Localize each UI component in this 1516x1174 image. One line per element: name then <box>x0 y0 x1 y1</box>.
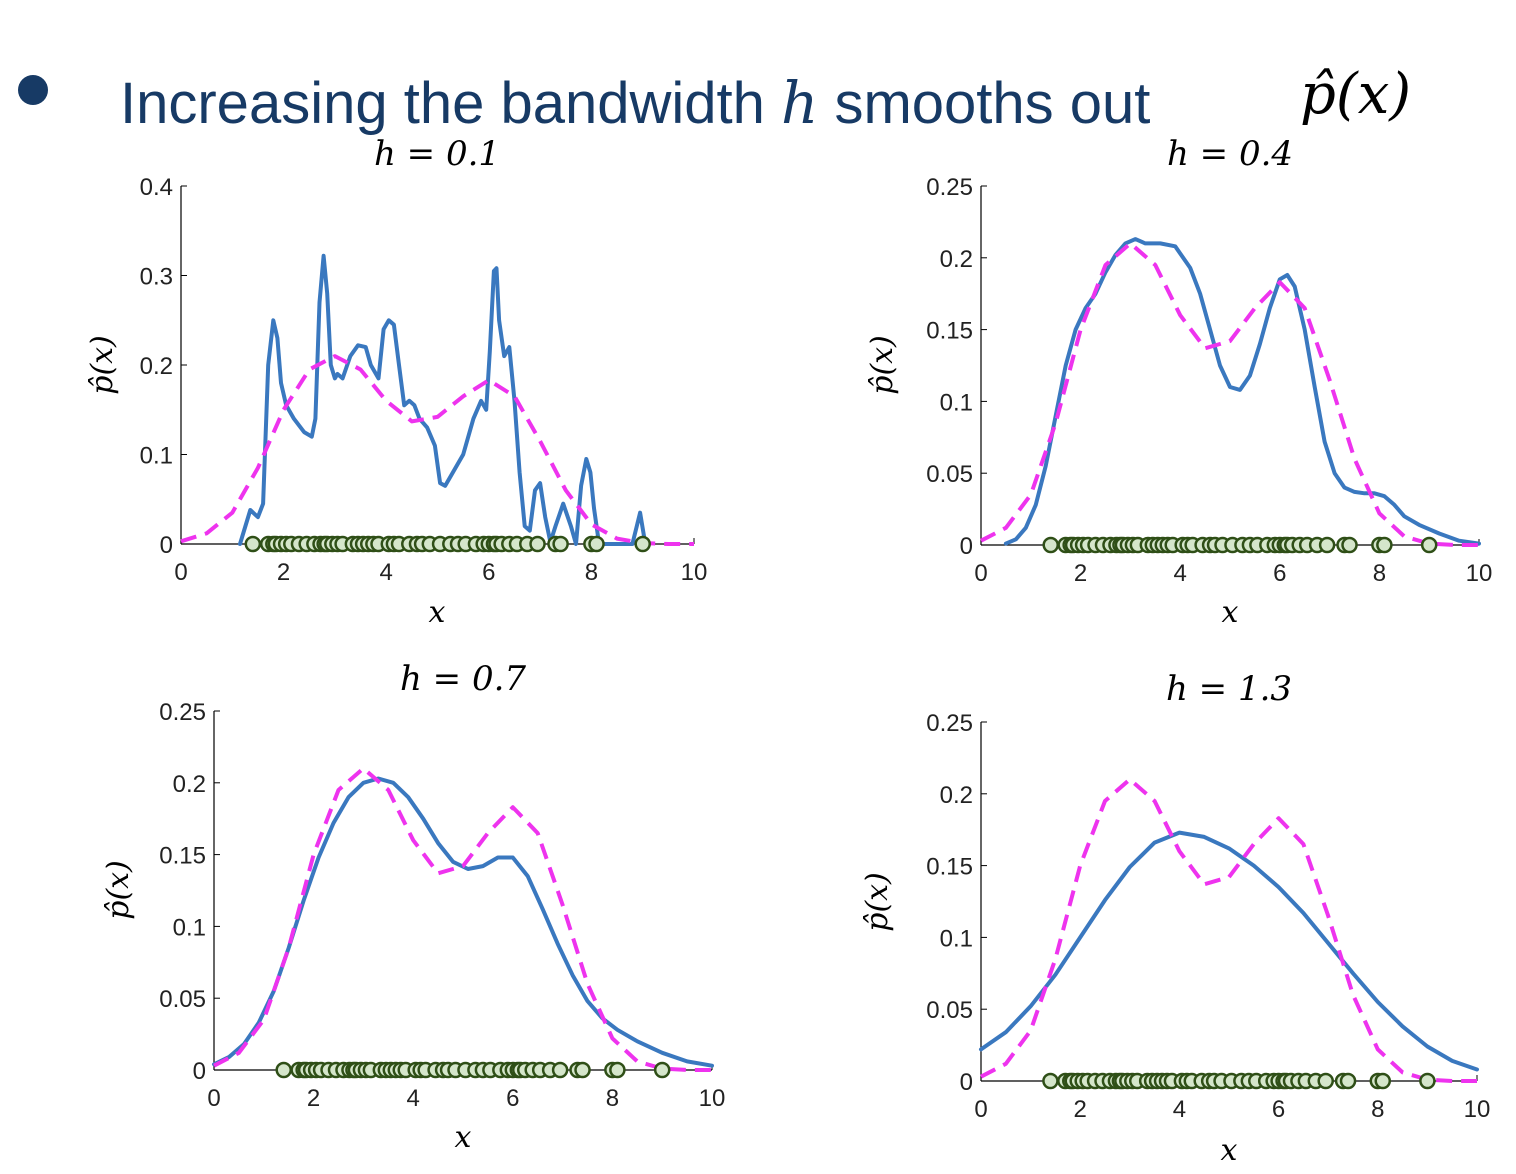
x-tick-label: 2 <box>1074 560 1087 587</box>
y-tick-label: 0.3 <box>140 264 173 291</box>
y-tick-label: 0.2 <box>940 782 973 809</box>
sample-point <box>1341 536 1358 554</box>
kde-estimate-line <box>979 830 1479 1072</box>
x-tick-label: 10 <box>1466 560 1493 587</box>
x-tick-label: 4 <box>407 1085 420 1112</box>
true-density-line <box>980 777 1477 1083</box>
chart-title: h = 1.3 <box>1166 669 1292 709</box>
x-tick-label: 8 <box>585 559 598 586</box>
bullet-dot-icon <box>18 75 48 105</box>
y-tick-label: 0.15 <box>926 318 973 345</box>
chart-3: 0 2 4 6 8 10 0 0.05 0.1 0.15 0.2 0.25 h = 0.7 x p̂(x) <box>101 659 725 1155</box>
y-tick-label: 0.15 <box>159 843 206 870</box>
sample-point <box>1042 1072 1059 1090</box>
x-tick-label: 0 <box>174 559 187 586</box>
sample-point <box>574 1061 591 1079</box>
true-density-line <box>213 766 712 1072</box>
sample-point <box>1339 1072 1357 1090</box>
y-axis-label: p̂(x) <box>860 872 895 932</box>
y-tick-label: 0.25 <box>926 710 973 737</box>
x-tick-label: 0 <box>974 560 987 587</box>
x-tick-label: 8 <box>606 1085 619 1112</box>
sample-point <box>1374 1072 1392 1090</box>
x-tick-label: 10 <box>1464 1096 1491 1123</box>
y-tick-label: 0.05 <box>926 997 973 1024</box>
kde-estimate-line <box>238 253 648 546</box>
sample-point <box>1317 1072 1334 1090</box>
y-tick-label: 0.25 <box>926 174 973 201</box>
x-axis-label: x <box>455 1120 472 1155</box>
y-tick-label: 0.15 <box>926 854 973 881</box>
y-tick-label: 0.1 <box>173 914 206 941</box>
x-axis-label: x <box>1222 595 1239 630</box>
y-axis-label: p̂(x) <box>101 860 136 920</box>
true-density-line <box>980 241 1479 547</box>
chart-1: 0 2 4 6 8 10 0 0.1 0.2 0.3 0.4 h = 0.1 x p̂(x) <box>85 134 707 630</box>
headline: Increasing the bandwidth h smooths out p… <box>0 30 1516 137</box>
headline-math-var: h <box>781 69 819 137</box>
sample-point <box>1042 536 1059 554</box>
y-tick-label: 0.4 <box>140 174 173 201</box>
x-axis-label: x <box>1221 1133 1238 1168</box>
y-tick-label: 0 <box>160 532 173 559</box>
sample-point <box>609 1061 626 1079</box>
y-tick-label: 0.25 <box>159 699 206 726</box>
sample-point <box>588 535 605 553</box>
kde-estimate-line <box>1003 237 1481 546</box>
headline-math-expr: p̂(x) <box>1300 62 1412 127</box>
sample-point <box>653 1061 671 1079</box>
x-tick-label: 6 <box>1273 560 1286 587</box>
x-tick-label: 2 <box>307 1085 320 1112</box>
y-tick-label: 0 <box>193 1058 206 1085</box>
y-tick-label: 0.1 <box>140 443 173 470</box>
sample-point <box>634 535 651 553</box>
x-tick-label: 0 <box>207 1085 220 1112</box>
x-tick-label: 4 <box>1173 1096 1186 1123</box>
x-tick-label: 4 <box>380 559 393 586</box>
sample-point <box>1318 536 1336 554</box>
x-tick-label: 2 <box>277 559 290 586</box>
sample-point <box>1420 536 1438 554</box>
chart-2: 0 2 4 6 8 10 0 0.05 0.1 0.15 0.2 0.25 h = 0.4 x p̂(x) <box>865 134 1492 630</box>
y-tick-label: 0.05 <box>159 986 206 1013</box>
y-axis-label: p̂(x) <box>865 335 900 395</box>
true-density-line <box>180 354 694 546</box>
headline-text-before: Increasing the bandwidth <box>120 71 781 136</box>
x-tick-label: 0 <box>974 1096 987 1123</box>
sample-point <box>1376 536 1393 554</box>
x-tick-label: 10 <box>681 559 708 586</box>
x-tick-label: 4 <box>1174 560 1187 587</box>
x-tick-label: 2 <box>1074 1096 1087 1123</box>
chart-title: h = 0.7 <box>400 659 526 699</box>
y-tick-label: 0.2 <box>173 771 206 798</box>
chart-title: h = 0.1 <box>374 134 500 174</box>
x-tick-label: 6 <box>1272 1096 1285 1123</box>
y-tick-label: 0.2 <box>140 353 173 380</box>
y-tick-label: 0.1 <box>940 925 973 952</box>
chart-title: h = 0.4 <box>1167 134 1293 174</box>
sample-point <box>552 535 569 553</box>
sample-point <box>1419 1072 1436 1090</box>
sample-point <box>529 535 546 553</box>
headline-text: Increasing the bandwidth h smooths out <box>120 68 1150 139</box>
x-axis-label: x <box>429 595 446 630</box>
y-tick-label: 0 <box>960 533 973 560</box>
kde-estimate-line <box>212 776 714 1068</box>
y-tick-label: 0.1 <box>940 389 973 416</box>
y-axis-label: p̂(x) <box>85 335 120 395</box>
sample-point <box>244 535 262 553</box>
chart-4: 0 2 4 6 8 10 0 0.05 0.1 0.15 0.2 0.25 h = 1.3 x p̂(x) <box>860 669 1490 1168</box>
x-tick-label: 10 <box>699 1085 726 1112</box>
x-tick-label: 6 <box>506 1085 519 1112</box>
y-tick-label: 0.05 <box>926 461 973 488</box>
y-tick-label: 0.2 <box>940 246 973 273</box>
y-tick-label: 0 <box>960 1069 973 1096</box>
x-tick-label: 8 <box>1371 1096 1384 1123</box>
sample-point <box>551 1061 569 1079</box>
sample-point <box>275 1061 292 1079</box>
headline-text-after: smooths out <box>818 71 1151 136</box>
x-tick-label: 8 <box>1373 560 1386 587</box>
x-tick-label: 6 <box>482 559 495 586</box>
